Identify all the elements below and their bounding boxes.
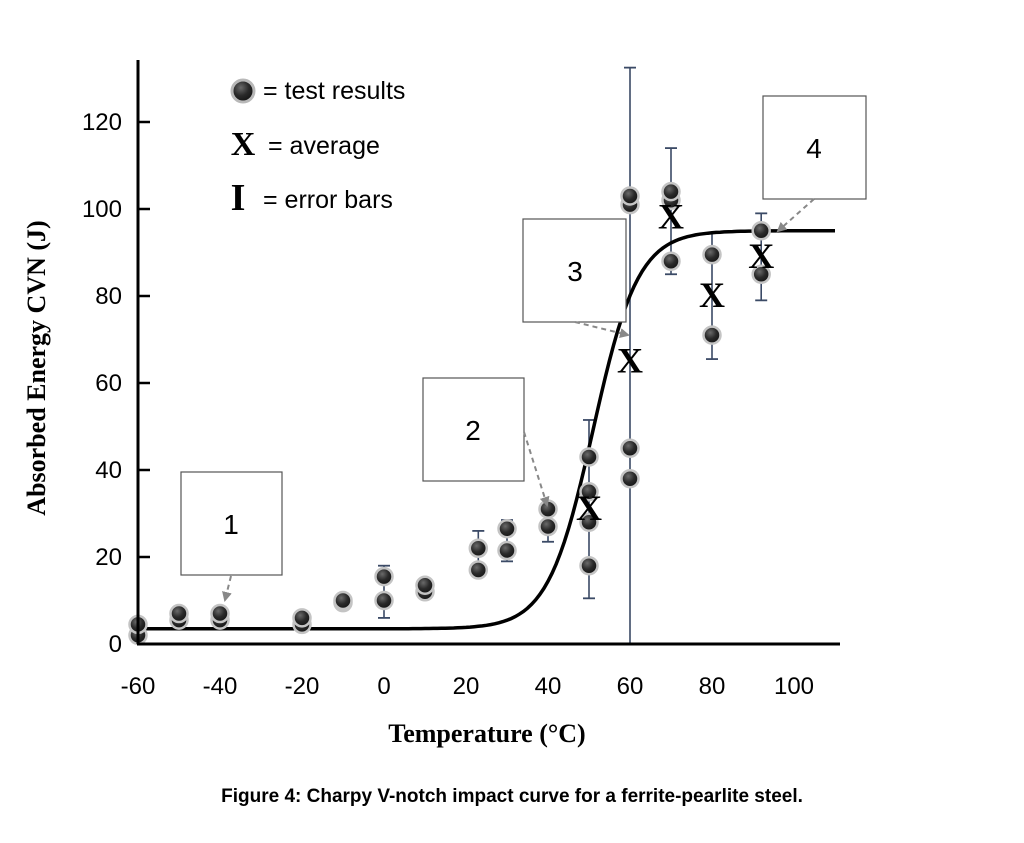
annotation-3-label: 3 <box>567 256 583 287</box>
legend-error-bars-label: = error bars <box>263 186 393 214</box>
annotation-3: 3 <box>522 218 630 338</box>
x-tick-label: 60 <box>617 673 644 700</box>
test-result-point <box>292 608 312 628</box>
x-tick-label: -20 <box>285 673 320 700</box>
test-result-point <box>620 186 640 206</box>
test-result-point <box>538 516 558 537</box>
x-axis-title: Temperature (°C) <box>388 719 585 748</box>
test-result-point <box>538 499 558 519</box>
test-result-point <box>661 251 681 271</box>
test-result-point <box>620 468 640 489</box>
test-result-point <box>702 244 722 265</box>
legend-i-marker: I <box>231 177 246 219</box>
annotation-3-leader <box>574 321 630 338</box>
test-result-point <box>579 555 599 576</box>
test-result-point <box>374 566 394 587</box>
fitted-curve <box>138 229 835 631</box>
x-tick-label: -40 <box>203 673 238 700</box>
test-result-point <box>579 512 599 532</box>
y-axis-title: Absorbed Energy CVN (J) <box>22 220 51 515</box>
y-tick-label: 80 <box>95 283 122 310</box>
y-tick-label: 120 <box>82 109 122 136</box>
test-result-point <box>468 538 489 559</box>
annotation-1-leader <box>222 575 232 602</box>
test-result-point <box>468 560 489 580</box>
test-result-point <box>661 181 681 202</box>
x-tick-label: 40 <box>535 673 562 700</box>
y-tick-label: 0 <box>109 631 122 658</box>
annotation-1: 1 <box>180 471 283 602</box>
test-result-point <box>751 221 771 241</box>
average-marker: X <box>617 340 643 380</box>
annotation-1-label: 1 <box>223 509 239 540</box>
annotations: 1 2 3 4 <box>180 95 867 602</box>
x-tick-label: 100 <box>774 673 814 700</box>
legend-dot-marker <box>230 78 256 104</box>
test-result-point <box>579 447 599 467</box>
test-result-points <box>128 181 771 646</box>
test-result-point <box>620 438 640 458</box>
test-result-point <box>415 575 435 596</box>
fitted-curve-layer <box>138 229 835 631</box>
test-result-point <box>169 603 189 624</box>
test-result-point <box>751 264 771 284</box>
average-marker: X <box>576 488 602 528</box>
x-tick-label: 20 <box>453 673 480 700</box>
average-marker: X <box>699 275 725 315</box>
x-tick-label: -60 <box>121 673 156 700</box>
axes <box>136 60 840 646</box>
legend: = test results X = average I = error bar… <box>230 77 405 219</box>
y-tick-label: 60 <box>95 370 122 397</box>
test-result-point <box>210 603 230 624</box>
annotation-4: 4 <box>762 95 867 233</box>
y-tick-label: 20 <box>95 544 122 571</box>
y-tick-label: 40 <box>95 457 122 484</box>
test-result-point <box>497 540 517 561</box>
legend-average-label: = average <box>268 132 380 160</box>
y-tick-label: 100 <box>82 196 122 223</box>
annotation-4-leader <box>776 198 815 233</box>
test-result-point <box>702 325 722 345</box>
annotation-4-label: 4 <box>806 133 822 164</box>
x-tick-label: 0 <box>377 673 390 700</box>
test-result-point <box>374 590 394 611</box>
y-tick-labels: 0 20 40 60 80 100 120 <box>82 109 150 658</box>
annotation-2: 2 <box>422 377 550 507</box>
figure-caption: Figure 4: Charpy V-notch impact curve fo… <box>221 786 803 807</box>
test-result-point <box>497 518 517 539</box>
legend-x-marker: X <box>231 126 256 163</box>
legend-test-results-label: = test results <box>263 77 405 105</box>
annotation-2-label: 2 <box>465 415 481 446</box>
average-marker: X <box>658 197 684 237</box>
x-tick-labels: -60 -40 -20 0 20 40 60 80 100 <box>121 673 814 700</box>
test-result-point <box>579 482 599 502</box>
x-tick-label: 80 <box>699 673 726 700</box>
average-marker: X <box>748 236 774 276</box>
test-result-point <box>333 590 353 611</box>
annotation-2-leader <box>523 431 550 507</box>
